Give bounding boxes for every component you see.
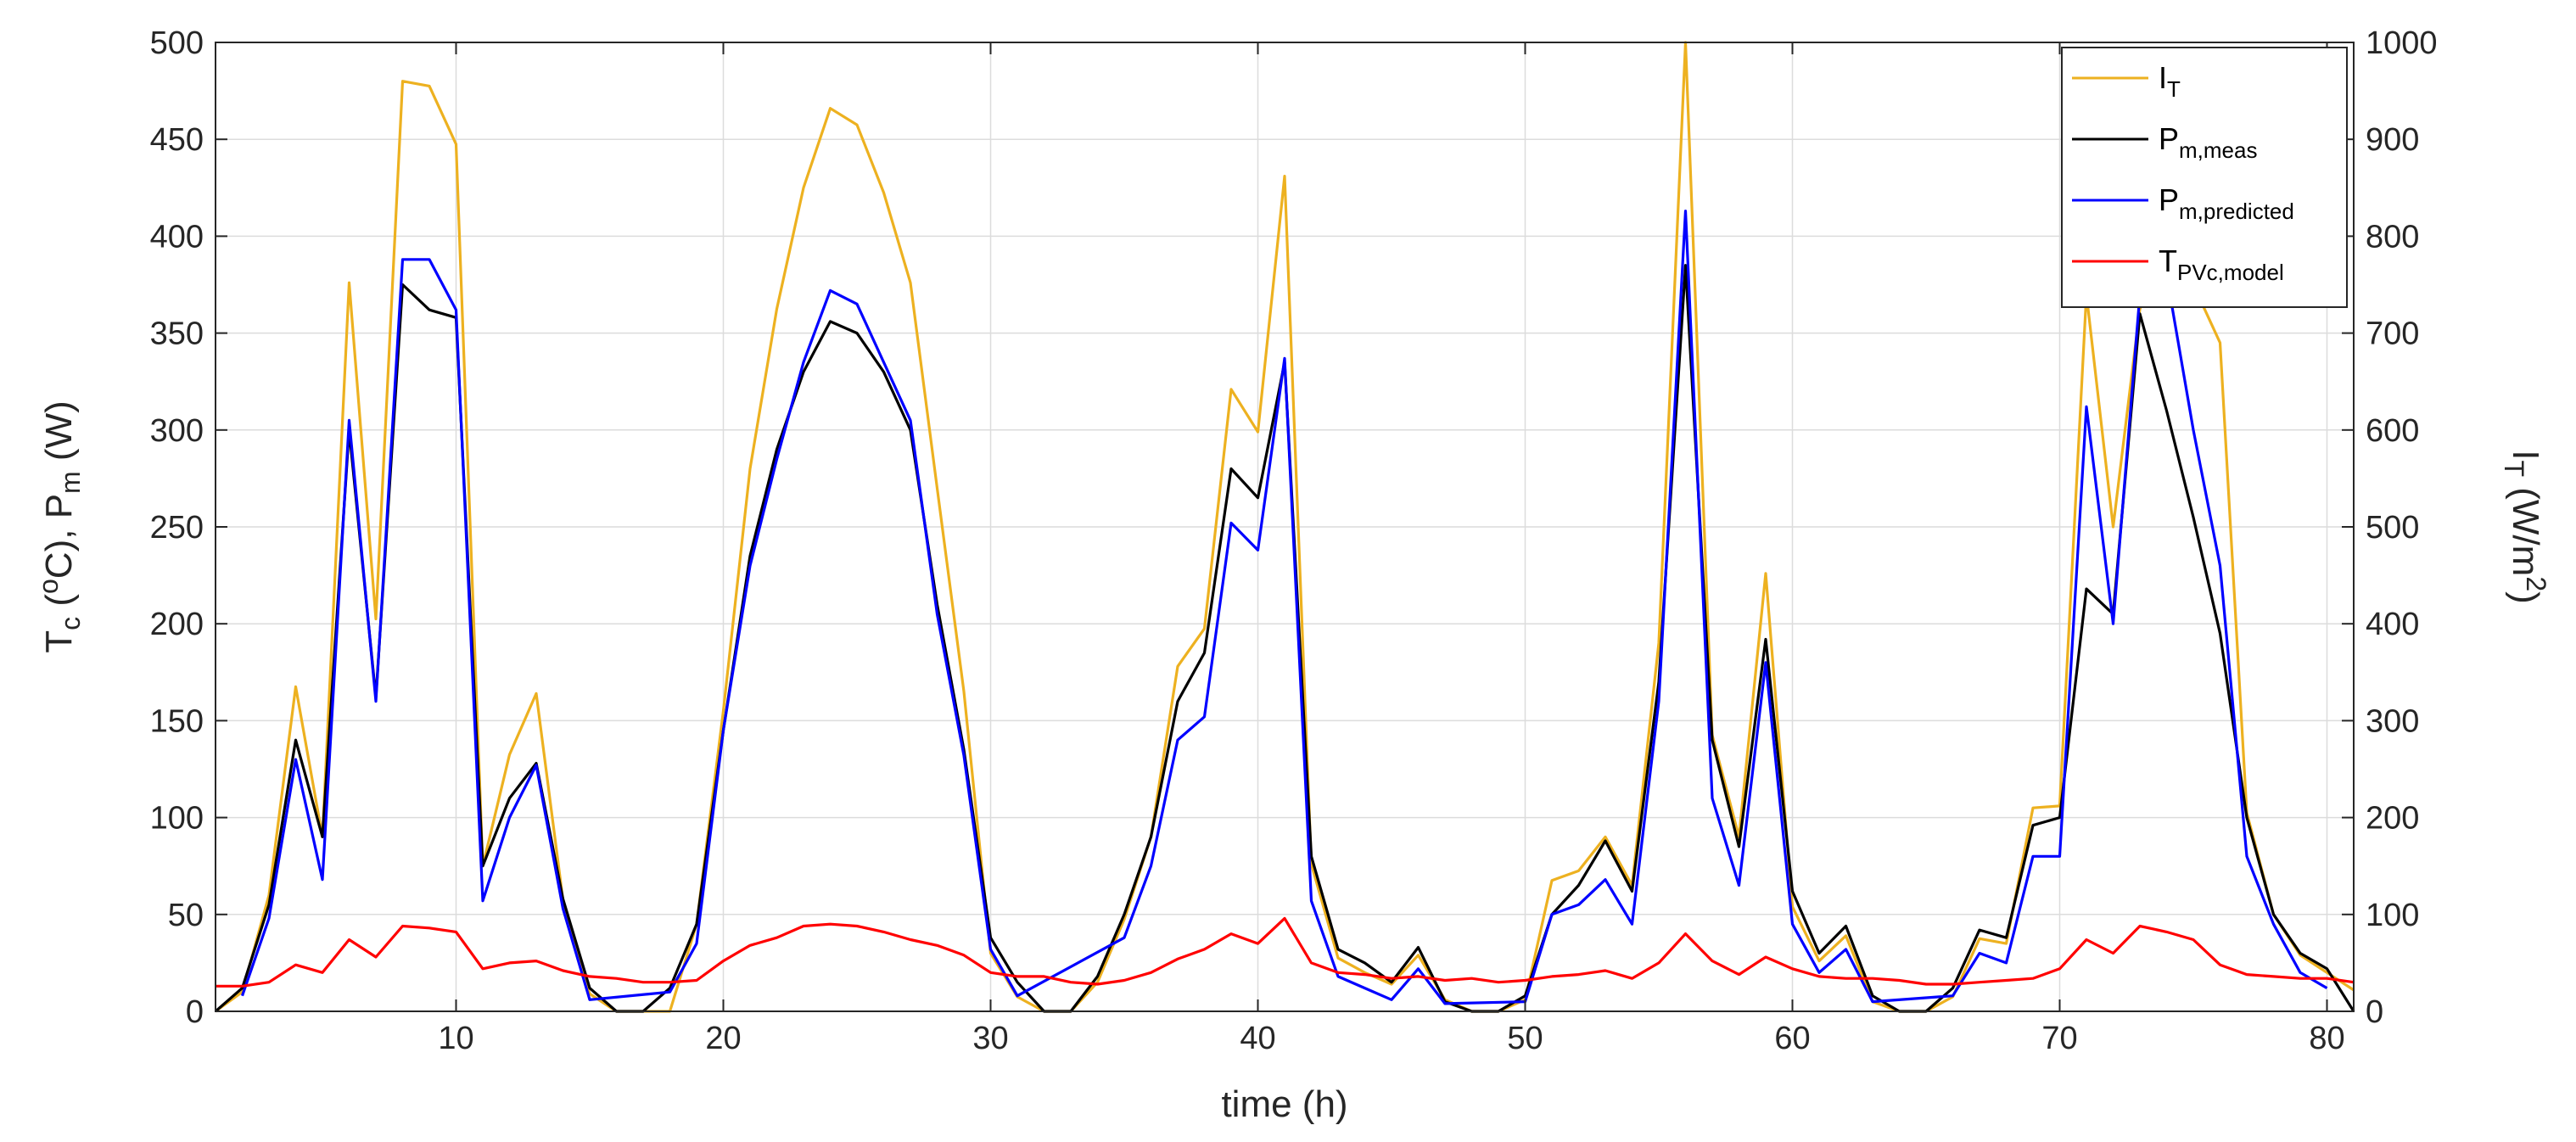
right-y-axis-title: IT (W/m2) xyxy=(2499,450,2551,604)
left-y-title-mid2: C), P xyxy=(38,494,80,579)
right-y-tick-label-500: 500 xyxy=(2366,510,2419,546)
legend-label-i-t: IT xyxy=(2159,60,2181,102)
left-y-tick-label-400: 400 xyxy=(150,219,204,255)
left-y-title-main: T xyxy=(38,630,80,653)
left-y-tick-label-450: 450 xyxy=(150,122,204,158)
right-y-tick-label-1000: 1000 xyxy=(2366,25,2438,61)
right-y-tick-label-600: 600 xyxy=(2366,413,2419,449)
left-y-tick-label-250: 250 xyxy=(150,510,204,546)
legend-label-p-m-predicted-main: P xyxy=(2159,182,2179,217)
right-y-tick-label-900: 900 xyxy=(2366,122,2419,158)
legend-label-t-pvc-model-main: T xyxy=(2159,244,2177,278)
x-axis-title: time (h) xyxy=(1221,1083,1347,1125)
right-y-tick-label-800: 800 xyxy=(2366,219,2419,255)
left-y-title-end: (W) xyxy=(38,400,80,471)
left-y-axis-title: Tc (oC), Pm (W) xyxy=(33,400,86,653)
x-tick-label-20: 20 xyxy=(705,1021,741,1056)
x-tick-label-80: 80 xyxy=(2309,1021,2344,1056)
series-line-t-pvc-model xyxy=(216,916,2355,988)
x-tick-label-50: 50 xyxy=(1507,1021,1543,1056)
legend-label-i-t-sub: T xyxy=(2167,76,2181,102)
legend-label-p-m-meas-sub: m,meas xyxy=(2179,137,2257,163)
left-y-tick-label-300: 300 xyxy=(150,413,204,449)
x-axis-ticks: 10 20 30 40 50 60 70 80 xyxy=(438,42,2345,1056)
legend-label-t-pvc-model: TPVc,model xyxy=(2159,244,2284,285)
left-y-tick-label-50: 50 xyxy=(168,898,204,933)
x-tick-label-40: 40 xyxy=(1240,1021,1275,1056)
right-y-tick-label-300: 300 xyxy=(2366,703,2419,739)
legend: IT Pm,meas Pm,predicted TPVc,model xyxy=(2061,47,2348,308)
left-y-title-mid1: ( xyxy=(38,594,80,617)
right-y-tick-label-200: 200 xyxy=(2366,801,2419,837)
right-y-title-end: ) xyxy=(2505,591,2546,604)
series-layer xyxy=(214,41,2355,1013)
left-y-tick-label-0: 0 xyxy=(186,994,204,1030)
left-y-tick-label-200: 200 xyxy=(150,607,204,642)
right-y-title-sup: 2 xyxy=(2521,576,2551,591)
left-y-tick-label-500: 500 xyxy=(150,25,204,61)
right-y-tick-label-100: 100 xyxy=(2366,898,2419,933)
legend-label-p-m-predicted-sub: m,predicted xyxy=(2179,199,2294,224)
legend-label-p-m-meas-main: P xyxy=(2159,121,2179,156)
right-y-title-sub: T xyxy=(2499,460,2529,477)
x-tick-label-60: 60 xyxy=(1774,1021,1810,1056)
left-y-tick-label-350: 350 xyxy=(150,316,204,352)
legend-box xyxy=(2061,47,2348,308)
right-y-tick-label-700: 700 xyxy=(2366,316,2419,352)
legend-label-i-t-main: I xyxy=(2159,60,2167,95)
right-y-title-main: I xyxy=(2505,450,2546,460)
left-y-axis-ticks: 0 50 100 150 200 250 300 350 400 450 500 xyxy=(150,25,227,1030)
left-y-tick-label-100: 100 xyxy=(150,801,204,837)
legend-label-t-pvc-model-sub: PVc,model xyxy=(2177,260,2284,285)
x-tick-label-30: 30 xyxy=(972,1021,1008,1056)
left-y-title-sub1: c xyxy=(55,617,86,630)
legend-label-p-m-predicted: Pm,predicted xyxy=(2159,182,2294,224)
legend-label-p-m-meas: Pm,meas xyxy=(2159,121,2257,163)
left-y-title-sub2: m xyxy=(55,471,86,494)
right-y-title-mid: (W/m xyxy=(2505,477,2546,576)
series-line-p-m-predicted xyxy=(240,210,2328,1005)
x-tick-label-70: 70 xyxy=(2041,1021,2077,1056)
x-tick-label-10: 10 xyxy=(438,1021,473,1056)
right-y-tick-label-400: 400 xyxy=(2366,607,2419,642)
right-y-axis-ticks: 0 100 200 300 400 500 600 700 800 900 1000 xyxy=(2342,25,2438,1030)
left-y-title-sup: o xyxy=(33,579,64,594)
right-y-tick-label-0: 0 xyxy=(2366,994,2383,1030)
left-y-tick-label-150: 150 xyxy=(150,703,204,739)
